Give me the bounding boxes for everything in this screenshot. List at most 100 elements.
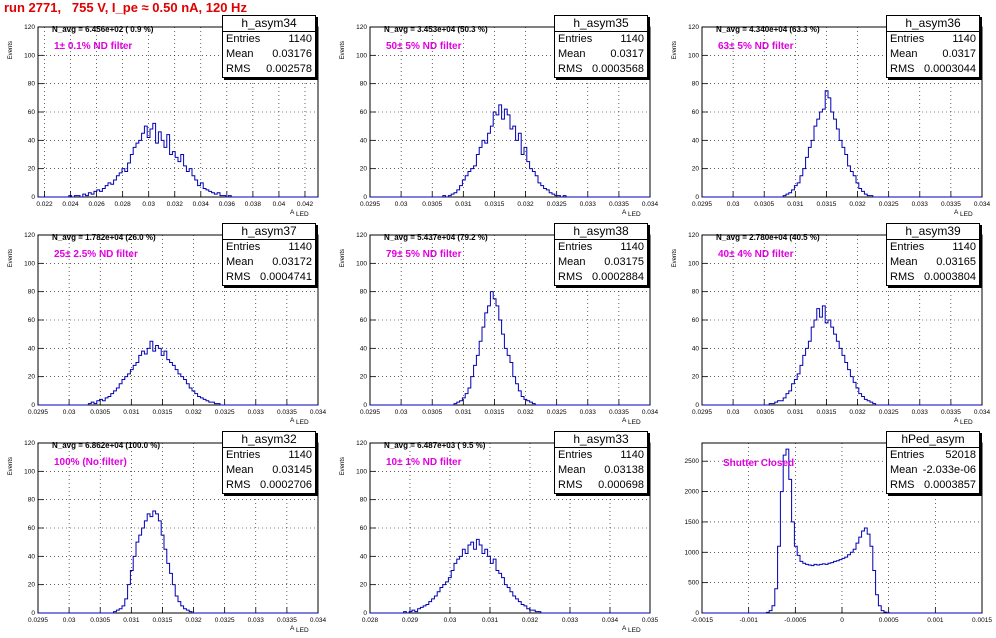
histogram-series-line: [38, 122, 318, 198]
x-tick-label: 0.024: [62, 201, 79, 208]
y-tick-label: 20: [360, 166, 368, 173]
y-axis-label: Events: [672, 41, 678, 59]
stats-box: h_asym37 Entries 1140 Mean 0.03172 RMS 0.00…: [222, 223, 316, 286]
y-tick-label: 40: [360, 345, 368, 352]
y-tick-label: 80: [28, 497, 36, 504]
x-tick-label: 0.0305: [422, 201, 442, 208]
stat-mean-value: 0.03175: [604, 256, 644, 268]
stat-label: Entries: [890, 241, 925, 253]
stat-mean-value: -2.033e-06: [922, 464, 976, 476]
x-tick-label: 0.034: [974, 409, 991, 416]
y-tick-label: 100: [356, 468, 367, 475]
x-tick-label: 0.028: [362, 617, 379, 624]
stat-label: Mean: [890, 464, 918, 476]
y-tick-label: 60: [360, 525, 368, 532]
x-tick-label: 0.0305: [90, 617, 110, 624]
x-tick-label: 0.034: [193, 201, 210, 208]
x-axis-label-subscript: LED: [296, 419, 309, 426]
stat-entries-value: 1140: [620, 449, 644, 461]
x-tick-label: 0.033: [562, 617, 579, 624]
x-tick-label: 0.033: [580, 201, 597, 208]
stat-label: RMS: [890, 63, 915, 75]
stat-label: RMS: [558, 271, 583, 283]
stats-box: h_asym38 Entries 1140 Mean 0.03175 RMS 0.00…: [554, 223, 648, 286]
x-tick-label: 0.0295: [28, 409, 48, 416]
stats-box: h_asym33 Entries 1140 Mean 0.03138 RMS 0.00…: [554, 431, 648, 494]
x-tick-label: 0.0315: [152, 617, 172, 624]
y-tick-label: 2000: [685, 489, 700, 496]
filter-label: Shutter Closed: [723, 458, 795, 469]
x-tick-label: 0.001: [927, 617, 944, 624]
filter-label: 10± 1% ND filter: [386, 457, 462, 468]
stat-row-entries: Entries 1140: [555, 240, 647, 255]
filter-label: 63± 5% ND filter: [718, 41, 794, 52]
x-tick-label: 0.0335: [277, 409, 297, 416]
y-tick-label: 0: [31, 610, 35, 617]
x-tick-label: -0.001: [739, 617, 758, 624]
y-tick-label: 80: [360, 81, 368, 88]
stat-row-rms: RMS 0.0002706: [223, 478, 315, 493]
stat-rms-value: 0.0003804: [924, 271, 976, 283]
stat-rms-value: 0.0004741: [260, 271, 312, 283]
histogram-name: h_asym39: [887, 224, 979, 240]
stat-entries-value: 1140: [620, 241, 644, 253]
x-tick-label: 0.033: [912, 409, 929, 416]
y-tick-label: 40: [692, 137, 700, 144]
stat-label: RMS: [890, 271, 915, 283]
y-tick-label: 20: [28, 374, 36, 381]
x-tick-label: 0.0015: [972, 617, 992, 624]
y-tick-label: 120: [356, 232, 367, 239]
x-tick-label: 0.032: [517, 201, 534, 208]
x-tick-label: 0.0335: [277, 617, 297, 624]
x-tick-label: 0.0335: [941, 201, 961, 208]
x-tick-label: 0.03: [63, 409, 76, 416]
stat-entries-value: 1140: [952, 241, 976, 253]
x-axis-label-subscript: LED: [628, 419, 641, 426]
navg-label: N_avg = 4.340e+04 (63.3 %): [716, 25, 820, 34]
x-axis-label: A: [954, 209, 959, 216]
stat-row-entries: Entries 1140: [223, 240, 315, 255]
stat-row-mean: Mean 0.0317: [555, 47, 647, 62]
histogram-name: h_asym36: [887, 16, 979, 32]
x-tick-label: 0.034: [602, 617, 619, 624]
x-tick-label: 0.0305: [754, 409, 774, 416]
stat-mean-value: 0.03172: [272, 256, 312, 268]
y-axis-label: Events: [672, 249, 678, 267]
y-tick-label: 120: [356, 440, 367, 447]
histogram-series-line: [370, 291, 650, 406]
y-tick-label: 0: [695, 402, 699, 409]
stat-row-entries: Entries 1140: [223, 32, 315, 47]
y-tick-label: 40: [28, 137, 36, 144]
histogram-series-line: [38, 510, 318, 614]
y-tick-label: 100: [24, 468, 35, 475]
y-tick-label: 40: [360, 137, 368, 144]
stats-box: h_asym39 Entries 1140 Mean 0.03165 RMS 0.00…: [886, 223, 980, 286]
x-tick-label: 0.04: [273, 201, 286, 208]
y-tick-label: 100: [24, 260, 35, 267]
histogram-panel-h_asym34: 0 20 40 60 80 100 120 0.022 0.024 0.026 0.028 0.03 0…: [0, 15, 332, 222]
stat-label: Entries: [890, 33, 925, 45]
y-tick-label: 60: [360, 317, 368, 324]
y-axis-label: Events: [340, 457, 346, 475]
x-axis-label: A: [290, 625, 295, 632]
histogram-plot: 0 20 40 60 80 100 120 0.0295 0.03 0.0305 0.031 0.03…: [340, 24, 659, 218]
stat-entries-value: 1140: [288, 449, 312, 461]
x-axis-label: A: [290, 209, 295, 216]
y-tick-label: 80: [360, 289, 368, 296]
histogram-series-line: [370, 538, 650, 614]
stat-row-mean: Mean 0.03175: [555, 255, 647, 270]
y-tick-label: 20: [360, 582, 368, 589]
y-tick-label: 0: [695, 194, 699, 201]
x-axis-label-subscript: LED: [628, 627, 641, 634]
x-tick-label: 0.031: [482, 617, 499, 624]
y-tick-label: 0: [363, 194, 367, 201]
stat-label: Entries: [226, 241, 261, 253]
x-tick-label: 0.032: [185, 409, 202, 416]
y-tick-label: 1500: [685, 519, 700, 526]
x-tick-label: 0.034: [642, 201, 659, 208]
navg-label: N_avg = 6.862e+04 (100.0 %): [52, 441, 161, 450]
stat-label: Entries: [558, 449, 593, 461]
x-tick-label: 0.034: [642, 409, 659, 416]
navg-label: N_avg = 1.782e+04 (26.0 %): [52, 233, 156, 242]
stat-row-rms: RMS 0.0003044: [887, 62, 979, 77]
